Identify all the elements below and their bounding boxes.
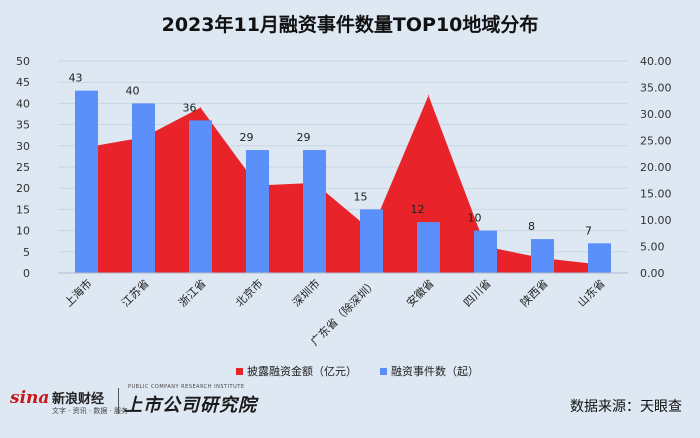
left-axis-tick-label: 10 xyxy=(16,225,30,238)
left-axis-tick-label: 40 xyxy=(16,97,30,110)
left-axis-tick-label: 25 xyxy=(16,161,30,174)
left-axis-tick-label: 30 xyxy=(16,140,30,153)
bar-data-label: 40 xyxy=(126,84,140,97)
bar-上海市 xyxy=(75,90,98,274)
left-axis-tick-label: 15 xyxy=(16,203,30,216)
bar-四川省 xyxy=(474,230,497,273)
area-point-浙江省 xyxy=(200,107,201,109)
institute-logo-english: PUBLIC COMPANY RESEARCH INSTITUTE xyxy=(128,384,245,390)
x-axis-category-label: 北京市 xyxy=(232,276,265,309)
legend: 披露融资金额（亿元） 融资事件数（起） xyxy=(236,364,479,378)
bar-data-label: 29 xyxy=(240,131,254,144)
area-point-安徽省 xyxy=(428,94,429,96)
bar-山东省 xyxy=(588,243,611,273)
right-axis-tick-label: 0.00 xyxy=(640,267,665,280)
x-axis-category-label: 江苏省 xyxy=(119,277,152,310)
left-axis-tick-label: 20 xyxy=(16,182,30,195)
x-axis-category-label: 安徽省 xyxy=(403,276,436,309)
right-axis-tick-label: 5.00 xyxy=(640,241,665,254)
x-axis-category-label: 浙江省 xyxy=(176,277,209,310)
data-labels: 43 40 36 29 29 15 12 10 8 7 xyxy=(69,72,593,238)
right-axis-tick-label: 35.00 xyxy=(640,82,672,95)
bar-广东省（除深圳） xyxy=(360,209,383,273)
sina-logo: sina xyxy=(10,388,50,408)
right-axis-tick-label: 25.00 xyxy=(640,135,672,148)
bar-江苏省 xyxy=(132,103,155,274)
data-source: 数据来源：天眼查 xyxy=(570,399,682,415)
x-axis-category-label: 陕西省 xyxy=(517,276,550,309)
area-fill-amount xyxy=(86,95,600,273)
bar-data-label: 12 xyxy=(411,203,425,216)
bar-data-label: 7 xyxy=(585,224,592,237)
sina-finance-logo-text: 新浪财经 xyxy=(52,392,105,407)
bar-data-label: 29 xyxy=(297,131,311,144)
x-axis-category-label: 山东省 xyxy=(575,277,608,310)
right-axis-tick-label: 40.00 xyxy=(640,55,672,68)
legend-label-count: 融资事件数（起） xyxy=(391,365,479,378)
footer: sina 新浪财经 文字 · 资讯 · 数据 · 服务 PUBLIC COMPA… xyxy=(0,382,700,438)
bar-北京市 xyxy=(246,150,269,273)
x-axis-category-label: 四川省 xyxy=(461,277,494,310)
area-series xyxy=(86,94,600,273)
right-axis-tick-label: 20.00 xyxy=(640,161,672,174)
x-axis-category-label: 深圳市 xyxy=(289,276,322,309)
bar-浙江省 xyxy=(189,120,212,273)
bar-data-label: 15 xyxy=(354,190,368,203)
logo-divider xyxy=(118,388,119,414)
right-axis-tick-label: 30.00 xyxy=(640,108,672,121)
x-axis-category-label: 上海市 xyxy=(61,276,94,309)
left-axis-tick-label: 50 xyxy=(16,55,30,68)
legend-swatch-count xyxy=(380,368,387,375)
bar-series xyxy=(75,90,611,274)
left-axis-tick-label: 5 xyxy=(23,246,30,259)
chart: 2023年11月融资事件数量TOP10地域分布 43 40 36 29 29 15 12 10… xyxy=(16,13,672,378)
bar-安徽省 xyxy=(417,222,440,273)
bar-data-label: 8 xyxy=(528,220,535,233)
legend-label-amount: 披露融资金额（亿元） xyxy=(247,364,357,378)
left-axis-tick-label: 45 xyxy=(16,76,30,89)
left-axis-tick-label: 35 xyxy=(16,119,30,132)
left-axis-tick-label: 0 xyxy=(23,267,30,280)
bar-深圳市 xyxy=(303,150,326,273)
right-axis-tick-label: 15.00 xyxy=(640,188,672,201)
chart-title: 2023年11月融资事件数量TOP10地域分布 xyxy=(162,13,539,36)
bar-data-label: 10 xyxy=(468,212,482,225)
bar-data-label: 43 xyxy=(69,72,83,85)
institute-logo: 上市公司研究院 xyxy=(124,395,257,416)
right-axis-tick-label: 10.00 xyxy=(640,214,672,227)
bar-data-label: 36 xyxy=(183,101,197,114)
sina-finance-logo-subtext: 文字 · 资讯 · 数据 · 服务 xyxy=(52,407,129,415)
bar-陕西省 xyxy=(531,239,554,273)
legend-swatch-amount xyxy=(236,368,243,375)
